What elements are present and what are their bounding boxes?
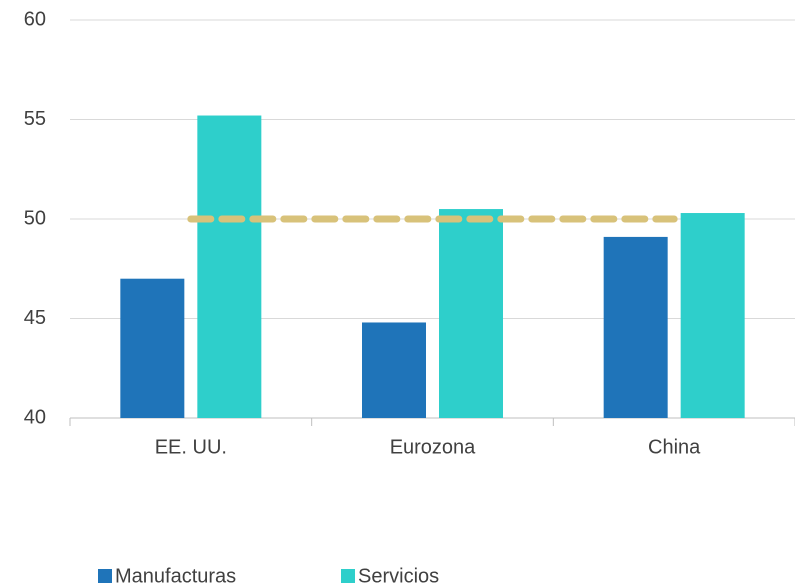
y-tick-label: 40 — [24, 406, 46, 428]
bar — [603, 236, 668, 418]
legend-swatch — [341, 569, 355, 583]
legend-label: Manufacturas — [115, 565, 236, 587]
bar — [362, 322, 426, 418]
bar — [120, 278, 185, 418]
bar — [439, 209, 503, 418]
y-tick-label: 45 — [24, 307, 46, 329]
y-tick-label: 55 — [24, 108, 46, 130]
legend-label: Servicios — [358, 565, 439, 587]
x-tick-label: EE. UU. — [155, 436, 227, 458]
bar — [680, 213, 745, 418]
y-tick-label: 60 — [24, 8, 46, 30]
legend-swatch — [98, 569, 112, 583]
x-tick-label: China — [648, 436, 701, 458]
bar — [197, 115, 262, 419]
x-tick-label: Eurozona — [390, 436, 476, 458]
y-tick-label: 50 — [24, 207, 46, 229]
